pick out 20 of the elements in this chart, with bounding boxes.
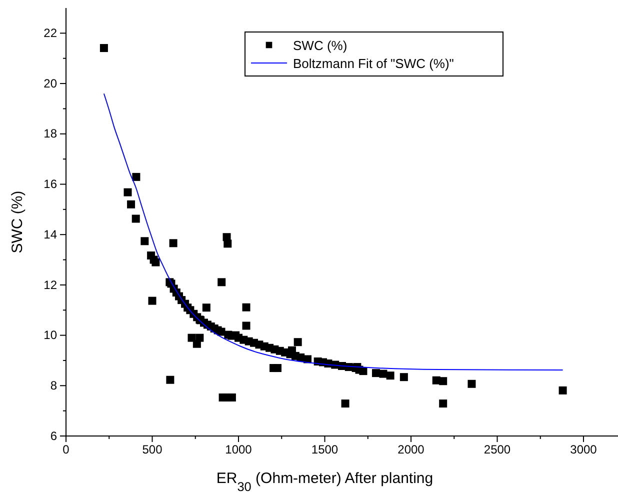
y-tick-label: 8 (50, 378, 58, 392)
y-tick-label: 18 (44, 126, 58, 141)
x-tick-label: 2500 (484, 442, 511, 457)
y-tick-label: 20 (44, 76, 58, 90)
y-tick-label: 22 (44, 26, 58, 40)
y-tick-label: 16 (44, 177, 58, 192)
x-tick-label: 3000 (570, 442, 598, 457)
x-tick-label: 1500 (311, 442, 338, 457)
legend-label: Boltzmann Fit of "SWC (%)" (293, 56, 454, 71)
legend-label: SWC (%) (293, 38, 348, 53)
y-axis-title: SWC (%) (9, 190, 26, 254)
y-tick-label: 6 (50, 428, 58, 443)
x-tick-label: 0 (62, 442, 70, 457)
x-tick-label: 1000 (225, 442, 252, 457)
x-tick-label: 2000 (398, 442, 425, 457)
y-tick-label: 10 (44, 328, 58, 342)
x-axis-title: ER$_{30}$ (Ohm-meter) After planting (216, 470, 434, 493)
y-tick-label: 12 (44, 278, 58, 292)
x-tick-label: 500 (142, 442, 163, 457)
y-tick-label: 14 (44, 227, 58, 242)
